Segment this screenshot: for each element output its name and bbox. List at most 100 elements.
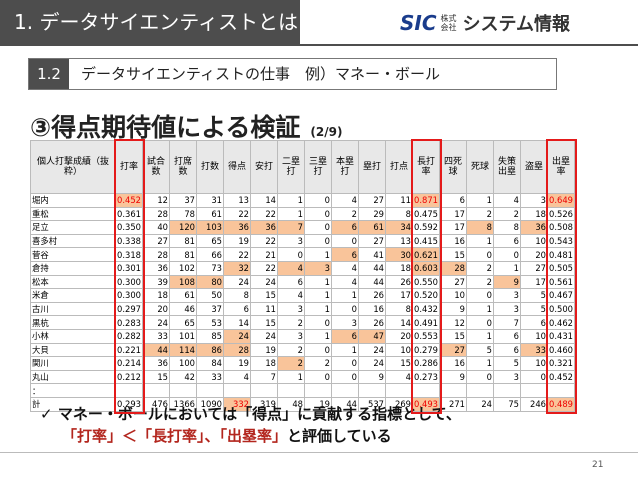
table-row: 松本 0.300 39 108 80 24 24 6 1 4 44 26 0.550 27 2 9 17 0.56… [30, 274, 575, 290]
section-number: 1.2 [29, 59, 69, 89]
row-name: 大貝 [30, 342, 116, 358]
cell: 1 [277, 206, 305, 222]
cell: 3 [520, 193, 548, 208]
cell: 44 [358, 260, 386, 276]
cell: 11 [250, 301, 278, 317]
cell: 22 [223, 206, 251, 222]
column-header: 盗塁 [520, 140, 548, 194]
cell: 36 [223, 220, 251, 235]
cell: 10 [385, 342, 413, 358]
cell: 31 [196, 193, 224, 208]
row-name: 小林 [30, 328, 116, 344]
cell: 42 [169, 369, 197, 385]
cell: 29 [358, 206, 386, 222]
cell [358, 383, 386, 398]
cell [331, 383, 359, 398]
header-row: 個人打撃成績（抜粋） 打率 試合数 打席数 打数 得点 安打 二塁打 三塁打 本塁打 塁打 打点 長打率… [30, 140, 575, 194]
cell: 15 [142, 369, 170, 385]
heading-page: (2/9) [310, 125, 343, 139]
table-row: 丸山 0.212 15 42 33 4 7 1 0 0 9 4 0.273 9 0 3 0 0.452 [30, 369, 575, 385]
cell [439, 383, 467, 398]
cell: 0 [331, 301, 359, 317]
cell: 3 [493, 369, 521, 385]
cell: 537 [358, 396, 386, 412]
cell: 2 [304, 356, 332, 371]
column-header: 出塁率 [547, 140, 575, 194]
cell: 40 [142, 220, 170, 235]
cell: 103 [196, 220, 224, 235]
cell: 6 [331, 328, 359, 344]
cell: 27 [439, 342, 467, 358]
cell: 0 [304, 315, 332, 330]
cell: 20 [142, 301, 170, 317]
cell: 73 [196, 260, 224, 276]
column-header: 安打 [250, 140, 278, 194]
section-title: データサイエンティストの仕事 例）マネー・ボール [81, 65, 440, 83]
column-header: 打率 [115, 140, 143, 194]
cell: 22 [223, 247, 251, 262]
cell: 0 [304, 193, 332, 208]
cell: 0 [277, 247, 305, 262]
cell: 0 [304, 369, 332, 385]
cell: 1 [304, 328, 332, 344]
row-name: 足立 [30, 220, 116, 235]
row-name: 古川 [30, 301, 116, 317]
row-name: 菅谷 [30, 247, 116, 262]
cell: 4 [493, 193, 521, 208]
cell: 2 [331, 206, 359, 222]
cell: 1 [466, 233, 494, 249]
table-row: 重松 0.361 28 78 61 22 22 1 0 2 29 8 0.475 17 2 2 18 0.526 [30, 206, 575, 222]
cell: 6 [277, 274, 305, 290]
cell: 3 [304, 260, 332, 276]
cell: 17 [520, 274, 548, 290]
cell: 36 [250, 220, 278, 235]
cell: 0.603 [412, 260, 440, 276]
cell: 28 [439, 260, 467, 276]
cell: 1 [304, 288, 332, 303]
table-row: 米倉 0.300 18 61 50 8 15 4 1 1 26 17 0.520 10 0 3 5 0.467 [30, 288, 575, 303]
stats-table: 個人打撃成績（抜粋） 打率 試合数 打席数 打数 得点 安打 二塁打 三塁打 本塁打 塁打 打点 長打率… [30, 140, 575, 412]
cell: 24 [223, 328, 251, 344]
cell: 36 [520, 220, 548, 235]
cell: 332 [223, 396, 251, 412]
row-name: ： [30, 383, 116, 398]
cell: 9 [493, 274, 521, 290]
cell: 2 [466, 260, 494, 276]
cell: 28 [142, 206, 170, 222]
table-row: 堀内 0.452 12 37 31 13 14 1 0 4 27 11 0.871 6 1 4 3 0.649 [30, 193, 575, 208]
table-row: 黒杭 0.283 24 65 53 14 15 2 0 3 26 14 0.491 12 0 7 6 0.462 [30, 315, 575, 330]
cell: 44 [358, 274, 386, 290]
cell: 1 [493, 260, 521, 276]
cell: 61 [169, 288, 197, 303]
cell: 5 [466, 342, 494, 358]
cell: 2 [493, 206, 521, 222]
cell: 50 [196, 288, 224, 303]
row-name: 重松 [30, 206, 116, 222]
cell: 14 [250, 193, 278, 208]
cell: 14 [385, 315, 413, 330]
cell: 26 [358, 315, 386, 330]
cell [466, 383, 494, 398]
cell: 4 [385, 369, 413, 385]
logo-name: システム情報 [462, 14, 570, 35]
cell: 4 [277, 288, 305, 303]
cell: 14 [223, 315, 251, 330]
cell: 6 [493, 328, 521, 344]
cell: 0 [304, 206, 332, 222]
cell: 32 [223, 260, 251, 276]
cell: 0 [466, 288, 494, 303]
cell: 27 [439, 274, 467, 290]
column-header: 四死球 [439, 140, 467, 194]
cell: 28 [223, 342, 251, 358]
cell: 18 [520, 206, 548, 222]
cell: 1 [331, 288, 359, 303]
cell: 36 [142, 260, 170, 276]
cell: 65 [196, 233, 224, 249]
cell: 26 [358, 288, 386, 303]
column-header: 試合数 [142, 140, 170, 194]
highlight-box [113, 138, 145, 414]
cell: 24 [142, 315, 170, 330]
cell: 6 [223, 301, 251, 317]
cell: 61 [196, 206, 224, 222]
cell: 0 [331, 356, 359, 371]
